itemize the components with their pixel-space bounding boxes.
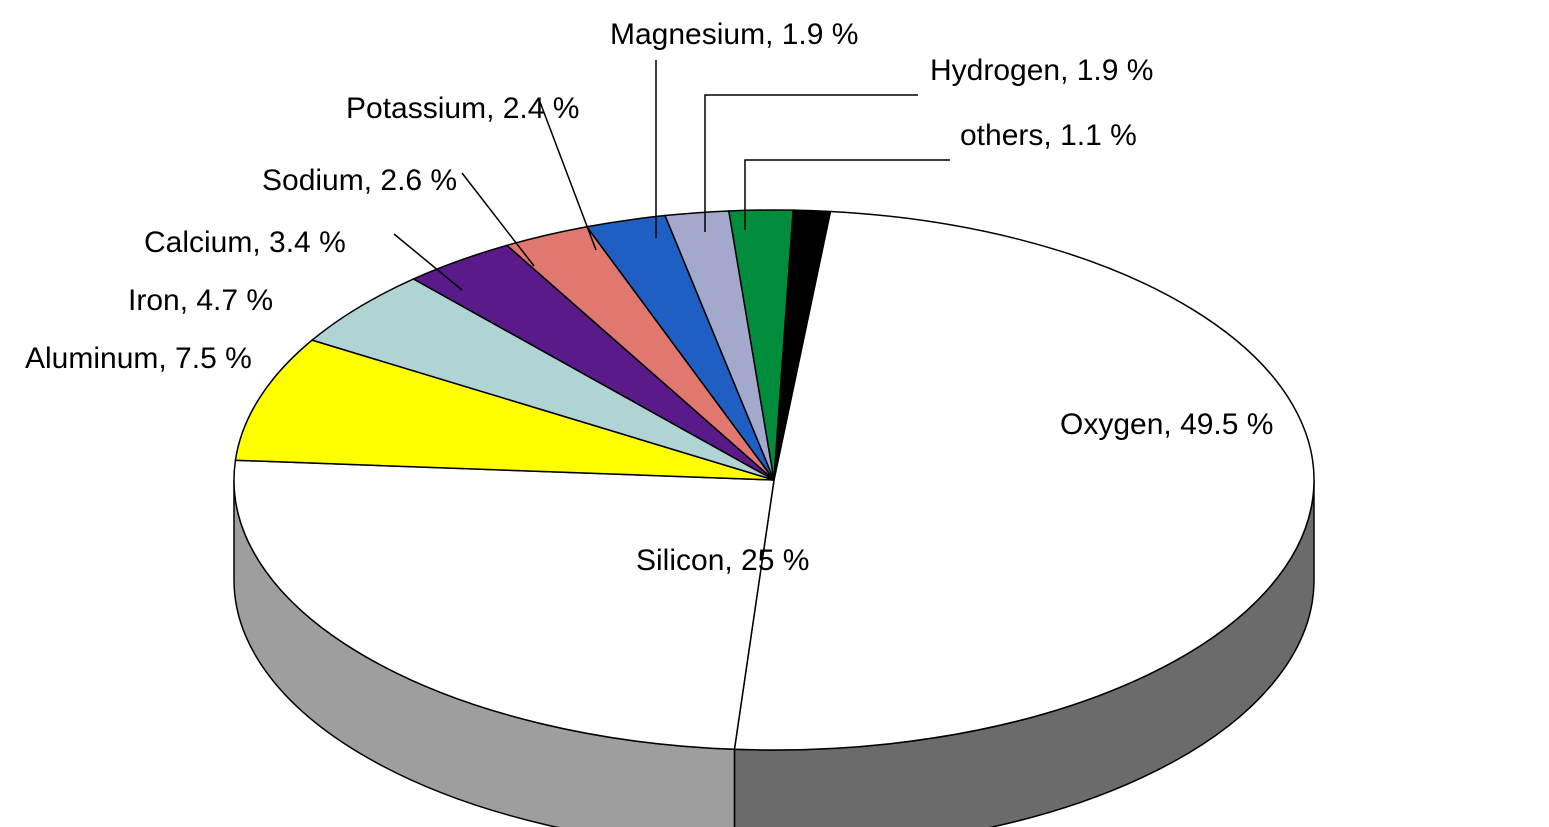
slice-label: others, 1.1 % [960,119,1137,152]
slice-label-text: Magnesium, 1.9 % [610,18,858,51]
slice-label: Sodium, 2.6 % [262,164,457,197]
slice-label-text: Calcium, 3.4 % [144,226,346,259]
slice-name: Sodium [262,164,364,197]
slice-label-text: Silicon, 25 % [636,544,809,577]
pie-top [234,210,1314,750]
slice-name: Iron [128,284,180,317]
slice-name: Oxygen [1060,408,1163,441]
slice-name: others [960,119,1043,152]
slice-label-text: Iron, 4.7 % [128,284,273,317]
slice-name: Potassium [346,92,486,125]
pie-chart-3d: Oxygen, 49.5 % Silicon, 25 % Aluminum, 7.5… [0,0,1549,827]
slice-label-text: Hydrogen, 1.9 % [930,54,1153,87]
slice-label: Hydrogen, 1.9 % [930,54,1153,87]
slice-name: Aluminum [25,342,158,375]
slice-value: 4.7 % [196,284,273,317]
slice-value: 1.9 % [782,18,859,51]
slice-label: Silicon, 25 % [636,544,809,577]
slice-label: Aluminum, 7.5 % [25,342,252,375]
slice-name: Hydrogen [930,54,1060,87]
slice-value: 1.1 % [1060,119,1137,152]
slice-label-text: Oxygen, 49.5 % [1060,408,1273,441]
slice-name: Silicon [636,544,724,577]
slice-label: Magnesium, 1.9 % [610,18,858,51]
slice-label: Potassium, 2.4 % [346,92,579,125]
slice-value: 49.5 % [1180,408,1273,441]
slice-value: 3.4 % [269,226,346,259]
slice-name: Calcium [144,226,252,259]
slice-label-text: others, 1.1 % [960,119,1137,152]
slice-label: Calcium, 3.4 % [144,226,346,259]
slice-label-text: Sodium, 2.6 % [262,164,457,197]
slice-label-text: Potassium, 2.4 % [346,92,579,125]
slice-value: 25 % [741,544,809,577]
slice-value: 2.6 % [380,164,457,197]
slice-value: 2.4 % [503,92,580,125]
slice-label: Oxygen, 49.5 % [1060,408,1273,441]
slice-label: Iron, 4.7 % [128,284,273,317]
slice-label-text: Aluminum, 7.5 % [25,342,252,375]
slice-name: Magnesium [610,18,765,51]
slice-value: 7.5 % [175,342,252,375]
slice-value: 1.9 % [1077,54,1154,87]
